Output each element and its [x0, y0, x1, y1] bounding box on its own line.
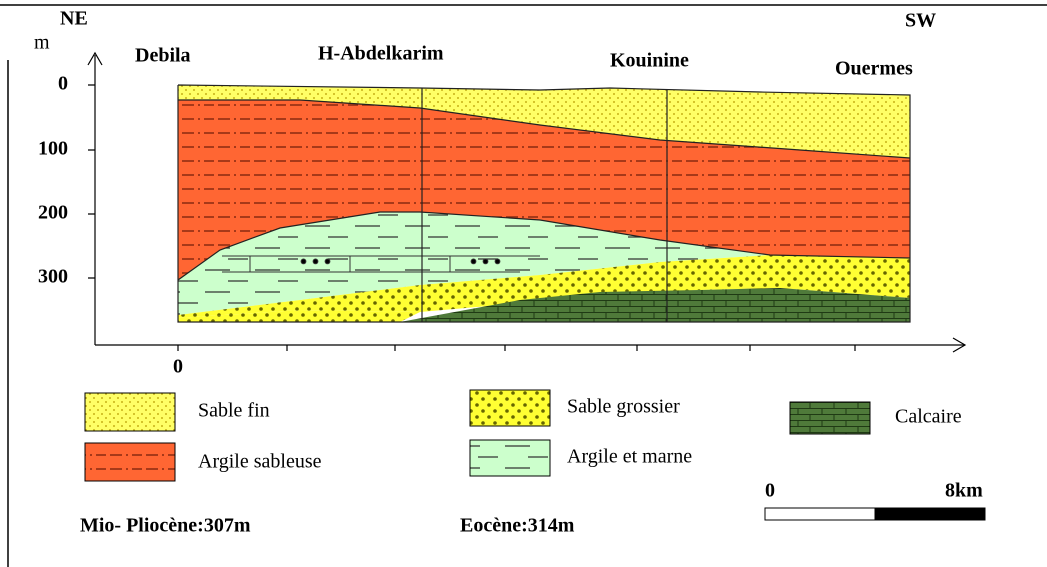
- scale-end: 8km: [945, 480, 983, 502]
- dots: • • •: [300, 252, 331, 274]
- note: Eocène:314m: [460, 515, 575, 537]
- cross-section: • • • • • • NE SW m Debila H-Abdelkarim …: [0, 0, 1047, 567]
- scale-bar: [765, 508, 875, 520]
- legend-label: Argile sableuse: [198, 451, 322, 473]
- distance-origin: 0: [173, 356, 183, 378]
- legend-swatch: [790, 402, 870, 434]
- place: Debila: [135, 45, 191, 67]
- legend-swatch: [470, 390, 550, 426]
- header-sw: SW: [905, 10, 936, 32]
- depth-tick-label: 300: [38, 266, 68, 288]
- scale-bar: [875, 508, 985, 520]
- place: Ouermes: [835, 58, 913, 80]
- dots: • • •: [470, 252, 501, 274]
- note: Mio- Pliocène:307m: [80, 515, 251, 537]
- unit: m: [34, 32, 50, 54]
- legend-label: Argile et marne: [567, 446, 692, 468]
- legend-swatch: [85, 443, 175, 481]
- header-ne: NE: [60, 8, 88, 30]
- depth-tick-label: 100: [38, 138, 68, 160]
- depth-ticks: 0 100 200 300: [38, 73, 68, 288]
- legend-swatch: [85, 393, 175, 431]
- depth-tick-label: 0: [58, 73, 68, 95]
- depth-tick-label: 200: [38, 202, 68, 224]
- place: H-Abdelkarim: [318, 43, 444, 65]
- scale-start: 0: [765, 480, 775, 502]
- legend-label: Calcaire: [895, 406, 962, 428]
- legend-label: Sable fin: [198, 400, 270, 422]
- place: Kouinine: [610, 50, 689, 72]
- legend-swatch: [470, 440, 550, 476]
- legend-label: Sable grossier: [567, 396, 680, 418]
